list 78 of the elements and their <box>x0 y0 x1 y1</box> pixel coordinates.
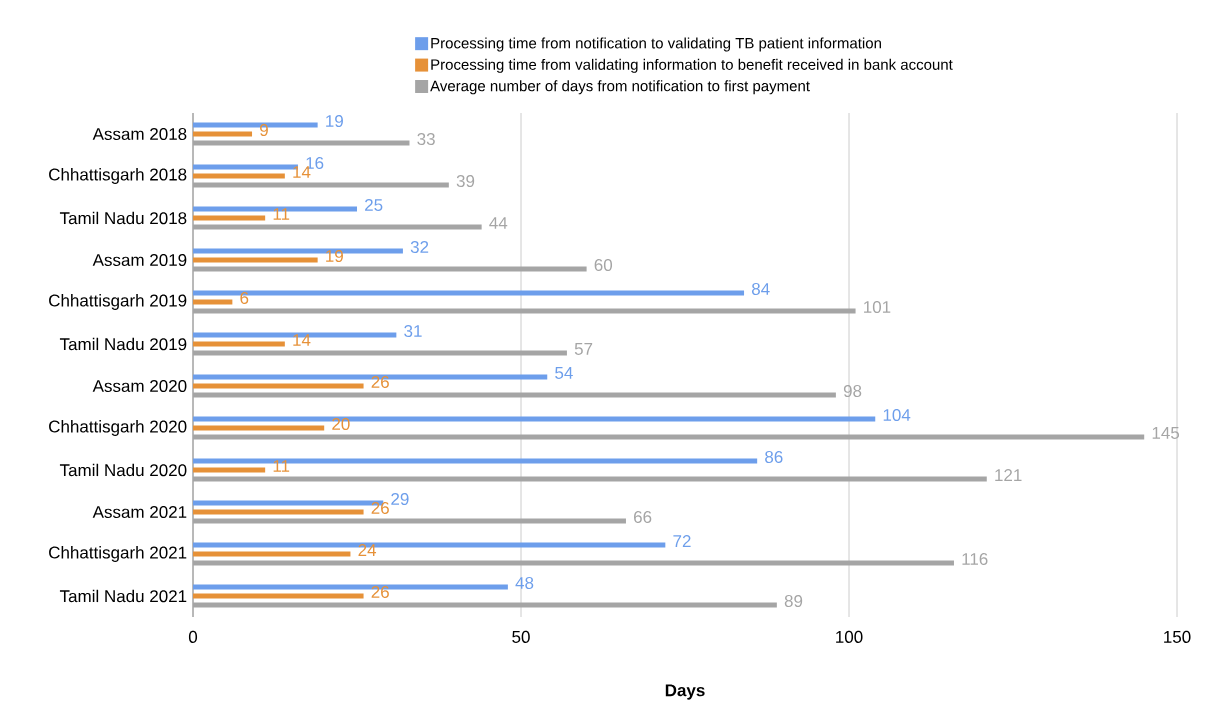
x-tick-label: 100 <box>836 630 863 643</box>
x-tick-label: 150 <box>1164 630 1191 643</box>
data-label: 60 <box>594 258 613 272</box>
data-label: 19 <box>326 114 343 128</box>
x-tick-label: 0 <box>188 630 198 643</box>
data-label: 26 <box>371 585 389 599</box>
bar <box>193 182 449 188</box>
y-tick-label: Assam 2018 <box>92 127 187 141</box>
y-tick-label: Chhattisgarh 2019 <box>49 294 187 310</box>
data-label: 121 <box>995 469 1022 481</box>
data-label: 89 <box>784 594 803 608</box>
data-label: 32 <box>410 240 429 254</box>
y-tick-label: Tamil Nadu 2019 <box>59 337 187 351</box>
data-label: 84 <box>751 282 770 296</box>
data-label: 11 <box>273 208 290 220</box>
bar <box>193 383 364 389</box>
bar <box>193 350 567 356</box>
x-tick-label: 50 <box>512 630 530 643</box>
data-label: 54 <box>555 367 573 379</box>
bar <box>193 224 482 230</box>
y-tick-label: Chhattisgarh 2020 <box>49 420 187 436</box>
data-label: 14 <box>293 334 311 346</box>
bar <box>193 392 836 398</box>
bar <box>193 551 351 557</box>
data-label: 6 <box>240 291 249 305</box>
bar <box>193 476 987 482</box>
data-label: 24 <box>358 544 377 556</box>
bar <box>193 467 266 473</box>
data-label: 29 <box>391 492 409 506</box>
bar <box>193 173 285 179</box>
data-label: 39 <box>456 174 475 188</box>
data-label: 104 <box>883 408 911 422</box>
legend-label: Average number of days from notification to first payment <box>430 80 810 95</box>
bar <box>193 341 285 347</box>
data-label: 145 <box>1152 427 1180 439</box>
y-tick-label: Chhattisgarh 2018 <box>49 168 187 184</box>
y-tick-label: Tamil Nadu 2018 <box>59 211 187 225</box>
data-label: 20 <box>332 417 350 431</box>
data-label: 25 <box>365 198 383 212</box>
data-label: 9 <box>260 123 268 137</box>
y-tick-label: Chhattisgarh 2021 <box>49 546 187 562</box>
bar <box>193 299 233 305</box>
data-label: 66 <box>634 510 652 524</box>
y-tick-label: Tamil Nadu 2021 <box>59 589 187 603</box>
data-label: 57 <box>574 343 593 355</box>
x-axis-title: Days <box>665 684 705 700</box>
bar <box>193 215 266 221</box>
bar <box>193 593 364 599</box>
legend-label: Processing time from notification to validating TB patient information <box>431 37 881 52</box>
data-label: 98 <box>843 384 862 398</box>
data-label: 26 <box>371 375 389 389</box>
data-label: 116 <box>962 552 988 566</box>
bar <box>193 131 253 137</box>
legend-label: Processing time from validating information to benefit received in bank account <box>431 58 953 73</box>
data-label: 101 <box>864 300 891 314</box>
bar <box>193 308 856 314</box>
bar <box>193 266 587 272</box>
bar <box>193 425 325 431</box>
bar <box>193 509 364 515</box>
data-label: 86 <box>765 450 783 464</box>
y-tick-label: Assam 2019 <box>92 253 187 267</box>
y-tick-label: Assam 2021 <box>92 505 187 519</box>
bar <box>193 257 318 263</box>
data-label: 44 <box>489 217 508 229</box>
data-label: 11 <box>273 460 290 472</box>
bar <box>193 560 954 566</box>
data-label: 33 <box>417 132 435 146</box>
y-tick-label: Tamil Nadu 2020 <box>59 463 187 477</box>
y-tick-label: Assam 2020 <box>92 379 187 393</box>
data-label: 72 <box>673 535 691 547</box>
data-label: 26 <box>371 501 389 515</box>
data-label: 31 <box>404 324 422 338</box>
bar <box>193 434 1145 440</box>
data-label: 48 <box>515 576 534 590</box>
bar <box>193 602 777 608</box>
bar <box>193 518 626 524</box>
data-label: 19 <box>326 249 343 263</box>
bar <box>193 140 410 146</box>
